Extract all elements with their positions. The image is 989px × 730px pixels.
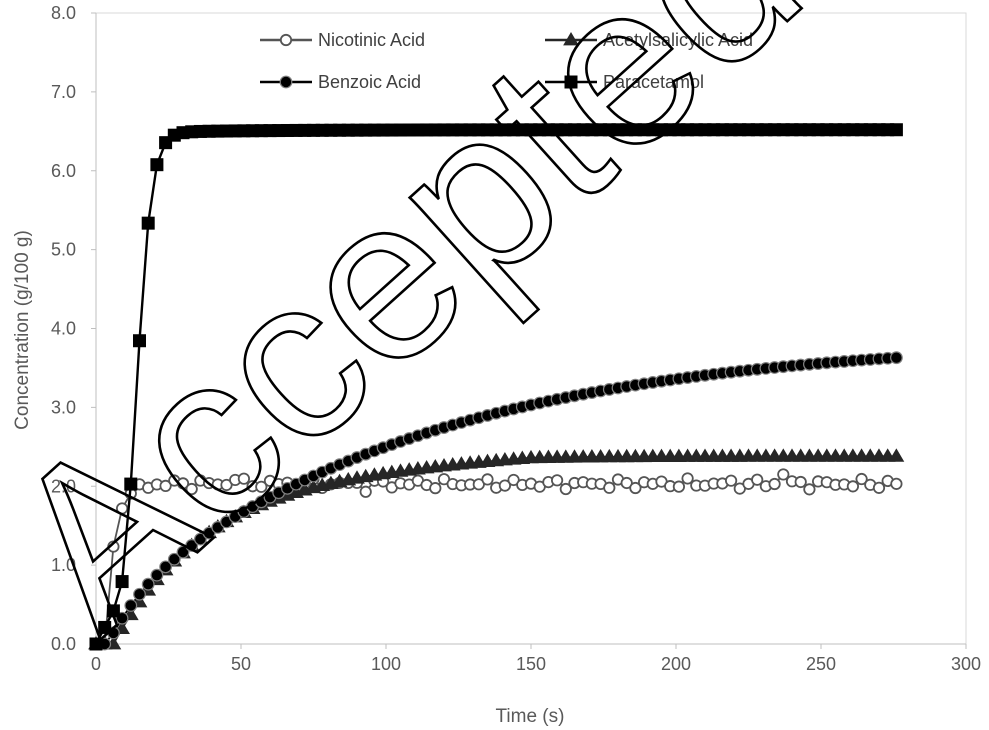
data-point — [89, 637, 103, 651]
data-point — [150, 568, 164, 582]
data-point — [133, 587, 146, 601]
data-point — [116, 502, 129, 515]
data-point — [106, 604, 120, 618]
legend-entry: Paracetamol — [545, 72, 704, 92]
data-point — [550, 474, 564, 487]
legend: Nicotinic Acid Acetylsalicylic Acid Benzoi… — [260, 30, 753, 92]
data-point — [563, 32, 579, 46]
data-point — [672, 480, 686, 493]
series-paracetamol — [89, 123, 903, 651]
data-point — [124, 599, 138, 612]
y-axis-title: Concentration (g/100 g) — [12, 230, 33, 430]
legend-entry: Acetylsalicylic Acid — [545, 30, 753, 50]
x-tick-label: 250 — [806, 654, 836, 674]
x-tick-label: 200 — [661, 654, 691, 674]
data-point — [359, 485, 372, 498]
data-point — [751, 473, 764, 486]
data-point — [777, 468, 790, 481]
y-tick-label: 3.0 — [51, 397, 76, 417]
data-point — [220, 478, 233, 492]
data-point — [559, 482, 572, 496]
data-point — [237, 472, 250, 485]
x-tick-label: 0 — [91, 654, 101, 674]
data-point — [279, 33, 293, 47]
y-tick-label: 2.0 — [51, 476, 76, 496]
data-point — [629, 481, 642, 495]
x-axis-title: Time (s) — [496, 706, 565, 727]
data-point — [681, 472, 694, 485]
data-point — [620, 476, 633, 490]
axes: 0 50 100 150 200 250 300 0.0 1.0 2.0 3.0 4.0 5.0 6.0 7… — [51, 3, 981, 674]
x-tick-label: 100 — [371, 654, 401, 674]
y-tick-label: 4.0 — [51, 319, 76, 339]
data-point — [141, 577, 155, 591]
data-point — [133, 334, 146, 348]
data-point — [193, 532, 207, 546]
legend-label: Acetylsalicylic Acid — [603, 30, 753, 50]
data-point — [115, 575, 129, 589]
data-point — [167, 552, 181, 566]
data-point — [176, 477, 190, 490]
y-tick-label: 1.0 — [51, 555, 76, 575]
x-tick-label: 150 — [516, 654, 546, 674]
legend-entry: Nicotinic Acid — [260, 30, 425, 50]
data-point — [429, 482, 442, 495]
data-point — [846, 480, 860, 493]
data-point — [185, 482, 198, 496]
series-benzoic-acid — [89, 351, 903, 651]
y-tick-label: 7.0 — [51, 82, 76, 102]
data-point — [803, 483, 816, 496]
data-point — [159, 479, 172, 493]
x-tick-label: 50 — [231, 654, 251, 674]
data-point — [889, 123, 903, 137]
data-point — [202, 526, 216, 540]
data-point — [255, 480, 268, 493]
data-point — [890, 477, 903, 490]
series-layer — [88, 123, 905, 651]
y-tick-label: 8.0 — [51, 3, 76, 23]
data-point — [159, 560, 173, 574]
data-point — [279, 75, 293, 89]
data-point — [890, 351, 903, 365]
data-point — [564, 75, 578, 89]
data-point — [176, 545, 190, 559]
data-point — [855, 472, 868, 486]
legend-label: Benzoic Acid — [318, 72, 421, 92]
y-tick-label: 5.0 — [51, 240, 76, 260]
data-point — [185, 539, 199, 552]
legend-entry: Benzoic Acid — [260, 72, 421, 92]
legend-label: Nicotinic Acid — [318, 30, 425, 50]
data-point — [498, 479, 511, 492]
x-tick-label: 300 — [951, 654, 981, 674]
data-point — [481, 473, 494, 486]
y-tick-label: 6.0 — [51, 161, 76, 181]
data-point — [603, 481, 616, 494]
y-tick-label: 0.0 — [51, 634, 76, 654]
watermark-text: Accepted Ma — [0, 0, 989, 678]
data-point — [768, 477, 781, 491]
data-point — [141, 216, 155, 230]
data-point — [888, 448, 905, 462]
data-point — [124, 477, 138, 491]
data-point — [150, 158, 164, 172]
data-point — [794, 475, 807, 489]
data-point — [872, 481, 886, 494]
legend-label: Paracetamol — [603, 72, 704, 92]
data-point — [98, 620, 112, 634]
data-point — [107, 540, 120, 553]
data-point — [724, 474, 738, 487]
